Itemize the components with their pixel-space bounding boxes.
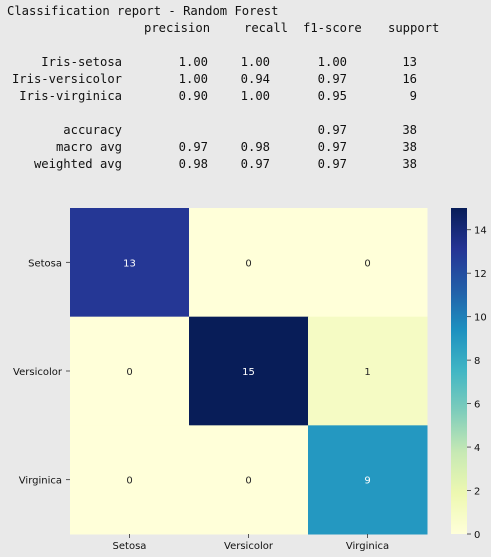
report-class-f1-score: 0.95 [317, 89, 347, 103]
report-summary-f1-score: 0.97 [317, 157, 347, 171]
report-summary-precision: 0.98 [178, 157, 208, 171]
heatmap-cell [308, 425, 428, 535]
colorbar [451, 208, 467, 534]
colorbar-tick-label: 6 [474, 400, 480, 411]
heatmap-cell-label: 0 [126, 476, 132, 487]
report-class-recall: 1.00 [240, 89, 270, 103]
x-tick-label: Virginica [346, 541, 389, 552]
report-class-support: 16 [402, 72, 417, 86]
report-summary-label: macro avg [55, 140, 122, 154]
report-summary-f1-score: 0.97 [317, 123, 347, 137]
report-summary-precision: 0.97 [178, 140, 208, 154]
report-class-rows: Iris-setosa 1.00 1.00 1.00 13 Iris-versicolor… [7, 54, 439, 105]
report-class-support: 9 [409, 89, 417, 103]
heatmap-cell-label: 0 [245, 258, 251, 269]
heatmap-cell-label: 0 [126, 367, 132, 378]
colorbar-tick-label: 0 [474, 530, 480, 541]
report-class-precision: 1.00 [178, 72, 208, 86]
heatmap-cell-label: 13 [123, 258, 136, 269]
x-tick-label: Versicolor [224, 541, 274, 552]
header-f1-score: f1-score [303, 21, 362, 35]
colorbar-tick-label: 14 [474, 226, 487, 237]
report-class-f1-score: 0.97 [317, 72, 347, 86]
report-class-support: 13 [402, 55, 417, 69]
heatmap-cell [70, 425, 190, 535]
report-class-label: Iris-virginica [19, 89, 122, 103]
report-summary-recall: 0.98 [240, 140, 270, 154]
heatmap-cell-label: 0 [364, 258, 370, 269]
report-class-recall: 1.00 [240, 55, 270, 69]
report-class-row: Iris-versicolor 1.00 0.94 0.97 16 [7, 71, 439, 88]
report-class-recall: 0.94 [240, 72, 270, 86]
header-support: support [388, 21, 440, 35]
report-class-row: Iris-virginica 0.90 1.00 0.95 9 [7, 88, 439, 105]
heatmap-cell-label: 0 [245, 476, 251, 487]
report-summary-label: accuracy [63, 123, 122, 137]
report-summary-recall: 0.97 [240, 157, 270, 171]
colorbar-tick-label: 10 [474, 313, 487, 324]
heatmap-cell-label: 15 [242, 367, 255, 378]
heatmap-cell [308, 316, 428, 426]
header-recall: recall [244, 21, 289, 35]
report-summary-label: weighted avg [33, 157, 122, 171]
heatmap-cell [70, 208, 190, 318]
heatmap-cell [308, 208, 428, 318]
heatmap-cell [189, 208, 309, 318]
report-summary-support: 38 [402, 157, 417, 171]
report-summary-row: macro avg 0.97 0.98 0.97 38 [7, 139, 439, 156]
report-summary-rows: accuracy 0.97 38 macro avg 0.97 0.98 0.97 38 wei… [7, 122, 439, 173]
report-class-precision: 0.90 [178, 89, 208, 103]
header-precision: precision [144, 21, 211, 35]
colorbar-tick-label: 8 [474, 356, 480, 367]
y-tick-label: Versicolor [13, 367, 63, 378]
report-summary-support: 38 [402, 123, 417, 137]
classification-report: Classification report - Random Forest pre… [7, 3, 439, 173]
heatmap-cell [189, 425, 309, 535]
report-summary-row: weighted avg 0.98 0.97 0.97 38 [7, 156, 439, 173]
report-summary-support: 38 [402, 140, 417, 154]
colorbar-tick-label: 12 [474, 269, 487, 280]
report-class-label: Iris-setosa [41, 55, 122, 69]
report-title: Classification report - Random Forest [7, 4, 279, 18]
x-tick-label: Setosa [113, 541, 147, 552]
report-summary-f1-score: 0.97 [317, 140, 347, 154]
heatmap-cell [189, 316, 309, 426]
heatmap-cell-label: 1 [364, 367, 370, 378]
colorbar-tick-label: 4 [474, 443, 480, 454]
report-class-f1-score: 1.00 [317, 55, 347, 69]
report-summary-row: accuracy 0.97 38 [7, 122, 439, 139]
report-class-precision: 1.00 [178, 55, 208, 69]
report-class-label: Iris-versicolor [11, 72, 122, 86]
colorbar-tick-label: 2 [474, 487, 480, 498]
y-tick-label: Setosa [28, 258, 62, 269]
report-class-row: Iris-setosa 1.00 1.00 1.00 13 [7, 54, 439, 71]
heatmap-cell [70, 316, 190, 426]
y-tick-label: Virginica [19, 476, 62, 487]
heatmap-cell-label: 9 [364, 476, 370, 487]
report-header-row: precision recall f1-score support [7, 20, 439, 37]
